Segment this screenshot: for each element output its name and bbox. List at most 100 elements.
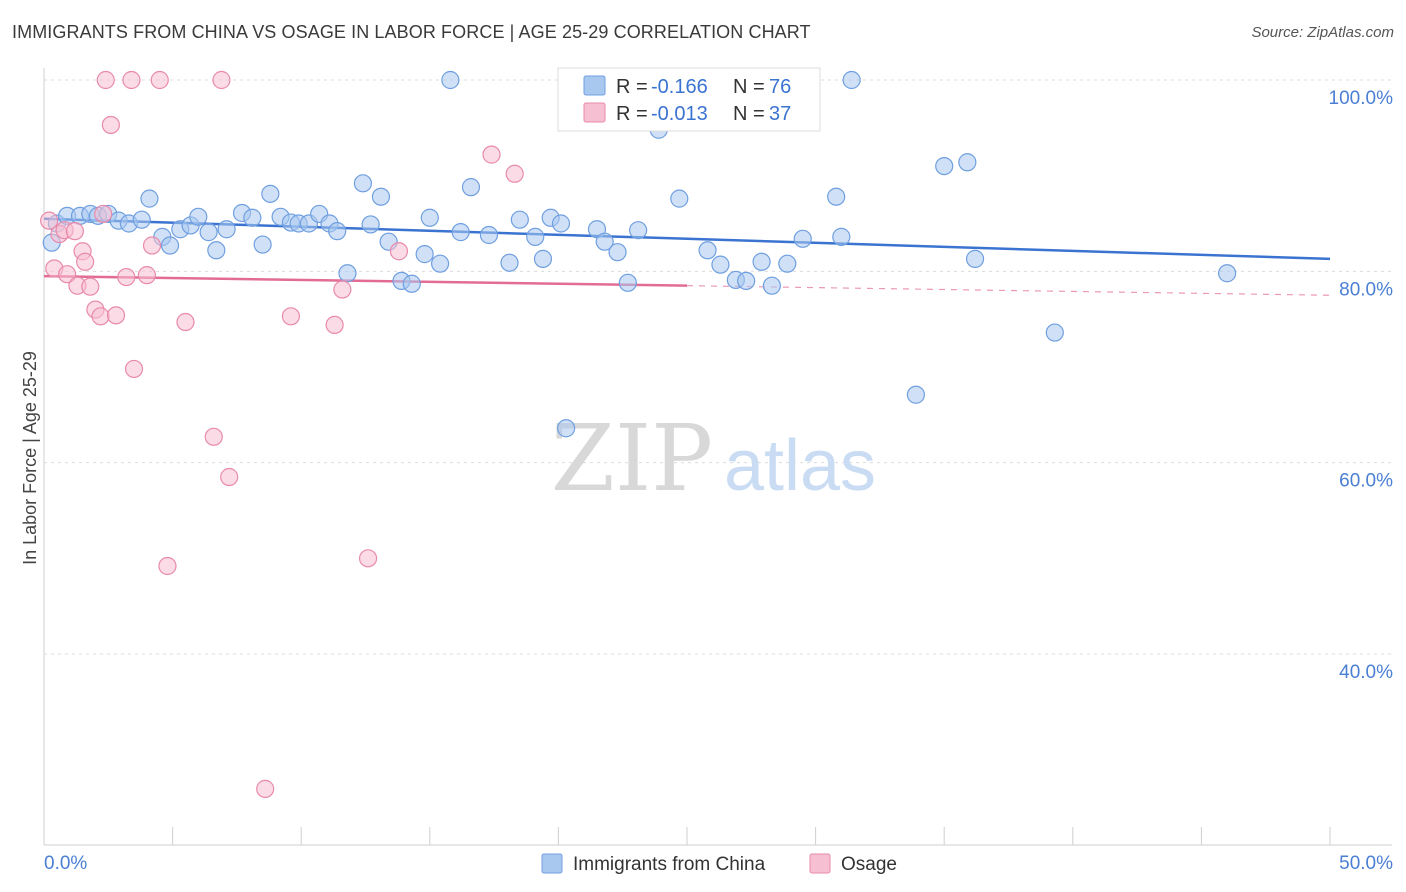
- china-point: [608, 243, 627, 262]
- china-point: [698, 241, 717, 260]
- china-point: [737, 271, 756, 290]
- legend-n-label-china: N =: [733, 76, 765, 98]
- china-point: [361, 215, 380, 234]
- y-tick-label: 60.0%: [1339, 471, 1393, 492]
- china-point: [629, 221, 648, 240]
- osage-point: [65, 222, 84, 241]
- osage-point: [389, 242, 409, 261]
- china-point: [935, 157, 954, 176]
- china-point: [402, 274, 421, 293]
- china-point: [711, 255, 730, 274]
- china-point: [140, 189, 159, 208]
- watermark-atlas: atlas: [724, 426, 876, 506]
- legend-swatch-china: [583, 75, 606, 96]
- legend-r-label-china: R =: [616, 76, 648, 98]
- osage-point: [94, 204, 113, 224]
- china-point: [207, 241, 226, 260]
- osage-point: [482, 145, 501, 164]
- watermark: ZIP atlas: [551, 405, 876, 512]
- china-point: [618, 273, 637, 292]
- legend-swatch-osage: [583, 102, 606, 123]
- china-point: [261, 184, 280, 203]
- china-point: [132, 210, 151, 229]
- osage-point: [76, 252, 95, 271]
- china-point: [430, 254, 450, 273]
- x-tick-label: 0.0%: [44, 853, 87, 874]
- osage-point: [220, 467, 239, 487]
- osage-point: [58, 265, 77, 284]
- china-point: [160, 236, 180, 255]
- osage-point: [212, 70, 231, 90]
- china-point: [827, 187, 846, 206]
- china-point: [451, 223, 470, 242]
- china-point: [670, 189, 689, 208]
- china-point: [415, 245, 434, 264]
- osage-point: [333, 280, 352, 299]
- china-point: [253, 235, 272, 254]
- china-point: [199, 223, 218, 242]
- x-tick-labels: 0.0% 50.0%: [44, 853, 1393, 874]
- china-point: [778, 254, 797, 273]
- osage-point: [358, 549, 378, 568]
- y-tick-label: 80.0%: [1339, 279, 1393, 300]
- osage-point: [124, 359, 144, 379]
- bottom-legend-label-osage: Osage: [841, 854, 897, 875]
- osage-point: [91, 307, 110, 326]
- osage-point: [40, 211, 59, 230]
- china-point: [461, 178, 481, 197]
- legend-r-value-osage: -0.013: [651, 103, 708, 125]
- chart-title: IMMIGRANTS FROM CHINA VS OSAGE IN LABOR …: [12, 22, 811, 42]
- china-point: [965, 249, 985, 268]
- bottom-legend-label-china: Immigrants from China: [573, 854, 766, 875]
- china-point: [328, 222, 347, 241]
- y-axis-label: In Labor Force | Age 25-29: [20, 351, 40, 565]
- source-label: Source: ZipAtlas.com: [1251, 24, 1394, 41]
- osage-point: [106, 306, 126, 325]
- trend-lines: [43, 217, 1331, 296]
- china-point: [752, 252, 771, 271]
- china-point: [1045, 323, 1064, 342]
- osage-point: [256, 779, 275, 798]
- china-point: [479, 225, 499, 245]
- china-trend-line: [43, 217, 1331, 261]
- china-point: [793, 229, 812, 248]
- china-point: [906, 385, 926, 404]
- china-point: [1218, 264, 1237, 283]
- china-point: [420, 208, 439, 227]
- legend-r-label-osage: R =: [616, 103, 648, 125]
- osage-point: [281, 307, 301, 326]
- osage-point: [137, 266, 156, 285]
- y-tick-label: 40.0%: [1339, 662, 1393, 683]
- osage-point: [142, 236, 162, 255]
- osage-point: [81, 277, 100, 296]
- osage-trend-extension: [686, 285, 1331, 296]
- osage-point: [158, 556, 177, 576]
- osage-point: [96, 70, 115, 90]
- y-tick-label: 100.0%: [1329, 88, 1394, 109]
- osage-point: [122, 70, 141, 90]
- china-point: [762, 276, 781, 295]
- china-point: [500, 253, 519, 272]
- watermark-zip: ZIP: [551, 405, 713, 512]
- china-point: [371, 187, 391, 206]
- y-tick-labels: 100.0% 80.0% 60.0% 40.0%: [1329, 88, 1394, 683]
- bottom-legend-swatch-osage: [809, 853, 831, 874]
- bottom-legend: Immigrants from China Osage: [541, 853, 897, 875]
- china-point: [243, 208, 262, 227]
- osage-point: [176, 312, 195, 332]
- china-point: [595, 232, 614, 251]
- legend-n-label-osage: N =: [733, 103, 765, 125]
- china-point: [189, 207, 208, 226]
- gridlines: [44, 79, 1392, 655]
- data-points: [40, 70, 1237, 798]
- china-point: [353, 174, 373, 193]
- osage-point: [117, 267, 136, 287]
- osage-point: [325, 315, 344, 335]
- china-point: [217, 220, 236, 239]
- legend-r-value-china: -0.166: [651, 76, 708, 98]
- legend-n-value-osage: 37: [769, 103, 791, 125]
- china-point: [551, 214, 571, 233]
- china-point: [533, 249, 553, 268]
- bottom-legend-swatch-china: [541, 853, 563, 874]
